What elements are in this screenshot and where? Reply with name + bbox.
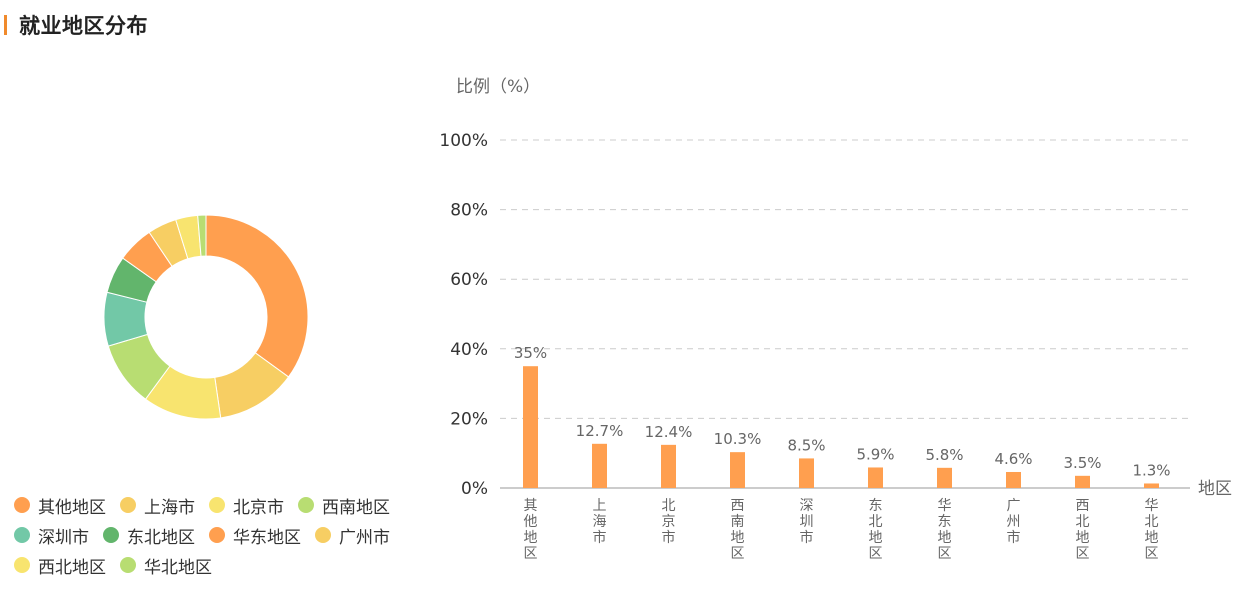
legend-swatch <box>120 557 136 573</box>
bar-6[interactable] <box>937 467 952 488</box>
bar-0[interactable] <box>523 366 538 488</box>
x-tick-label: 上海市 <box>593 498 607 546</box>
bar-chart: 比例（%） 0% 20% 40% 60% 80% 100% 地区 35% 其他地区 12.7% 上海市… <box>439 77 1232 562</box>
legend-swatch <box>14 497 30 513</box>
x-tick-label: 广州市 <box>1007 498 1021 546</box>
legend-label: 深圳市 <box>38 527 89 548</box>
bar-value-label: 12.4% <box>645 423 693 441</box>
bar-value-label: 3.5% <box>1063 454 1101 472</box>
legend-item-3[interactable]: 西南地区 <box>298 490 390 520</box>
bar-5[interactable] <box>868 467 883 488</box>
y-tick-label: 0% <box>461 479 488 499</box>
bar-value-label: 8.5% <box>787 436 825 454</box>
legend-item-9[interactable]: 华北地区 <box>120 550 212 580</box>
legend-label: 华北地区 <box>144 557 212 578</box>
bar-2[interactable] <box>661 444 676 488</box>
legend-item-2[interactable]: 北京市 <box>209 490 284 520</box>
legend-swatch <box>209 527 225 543</box>
donut-slice-0[interactable] <box>205 214 309 378</box>
legend-item-8[interactable]: 西北地区 <box>14 550 106 580</box>
section-header: 就业地区分布 <box>0 8 148 42</box>
x-axis-label: 地区 <box>1198 479 1232 499</box>
legend-swatch <box>14 557 30 573</box>
bar-3[interactable] <box>730 452 745 488</box>
y-tick-label: 100% <box>439 131 488 151</box>
x-tick-label: 西北地区 <box>1076 498 1090 562</box>
legend-item-0[interactable]: 其他地区 <box>14 490 106 520</box>
x-tick-label: 深圳市 <box>800 498 814 546</box>
legend-label: 西南地区 <box>322 497 390 518</box>
bar-value-label: 35% <box>514 344 547 362</box>
bar-8[interactable] <box>1075 475 1090 488</box>
y-tick-label: 60% <box>450 270 488 290</box>
legend-item-7[interactable]: 广州市 <box>315 520 390 550</box>
legend-label: 北京市 <box>233 497 284 518</box>
y-tick-label: 20% <box>450 409 488 429</box>
legend-swatch <box>209 497 225 513</box>
x-tick-label: 西南地区 <box>731 498 745 562</box>
legend-swatch <box>14 527 30 543</box>
x-tick-label: 东北地区 <box>869 498 883 562</box>
bar-value-label: 5.8% <box>925 446 963 464</box>
x-tick-label: 华北地区 <box>1145 498 1159 562</box>
bar-1[interactable] <box>592 443 607 488</box>
legend-label: 广州市 <box>339 527 390 548</box>
section-title: 就业地区分布 <box>19 14 148 38</box>
bar-7[interactable] <box>1006 471 1021 488</box>
bar-value-label: 1.3% <box>1132 461 1170 479</box>
y-tick-label: 80% <box>450 201 488 221</box>
legend-label: 其他地区 <box>38 497 106 518</box>
x-tick-label: 其他地区 <box>524 498 538 562</box>
bar-4[interactable] <box>799 458 814 488</box>
bar-value-label: 4.6% <box>994 450 1032 468</box>
x-tick-label: 华东地区 <box>938 498 952 562</box>
legend-swatch <box>103 527 119 543</box>
x-tick-label: 北京市 <box>662 498 676 546</box>
y-tick-label: 40% <box>450 340 488 360</box>
y-axis-label: 比例（%） <box>456 77 540 97</box>
legend-label: 华东地区 <box>233 527 301 548</box>
legend-item-4[interactable]: 深圳市 <box>14 520 89 550</box>
bar-9[interactable] <box>1144 483 1159 488</box>
legend-swatch <box>315 527 331 543</box>
bar-value-label: 10.3% <box>714 430 762 448</box>
legend-swatch <box>298 497 314 513</box>
donut-slice-9[interactable] <box>197 214 207 257</box>
legend-label: 东北地区 <box>127 527 195 548</box>
legend-item-5[interactable]: 东北地区 <box>103 520 195 550</box>
legend-item-6[interactable]: 华东地区 <box>209 520 301 550</box>
legend-label: 上海市 <box>144 497 195 518</box>
legend-label: 西北地区 <box>38 557 106 578</box>
bar-value-label: 12.7% <box>576 422 624 440</box>
bar-value-label: 5.9% <box>856 445 894 463</box>
legend-item-1[interactable]: 上海市 <box>120 490 195 520</box>
donut-chart <box>103 214 309 420</box>
title-accent-bar <box>4 15 7 35</box>
legend-swatch <box>120 497 136 513</box>
donut-legend: 其他地区 上海市 北京市 西南地区深圳市 东北地区 华东地区 广州市西北地区 华北地区 <box>14 490 414 580</box>
